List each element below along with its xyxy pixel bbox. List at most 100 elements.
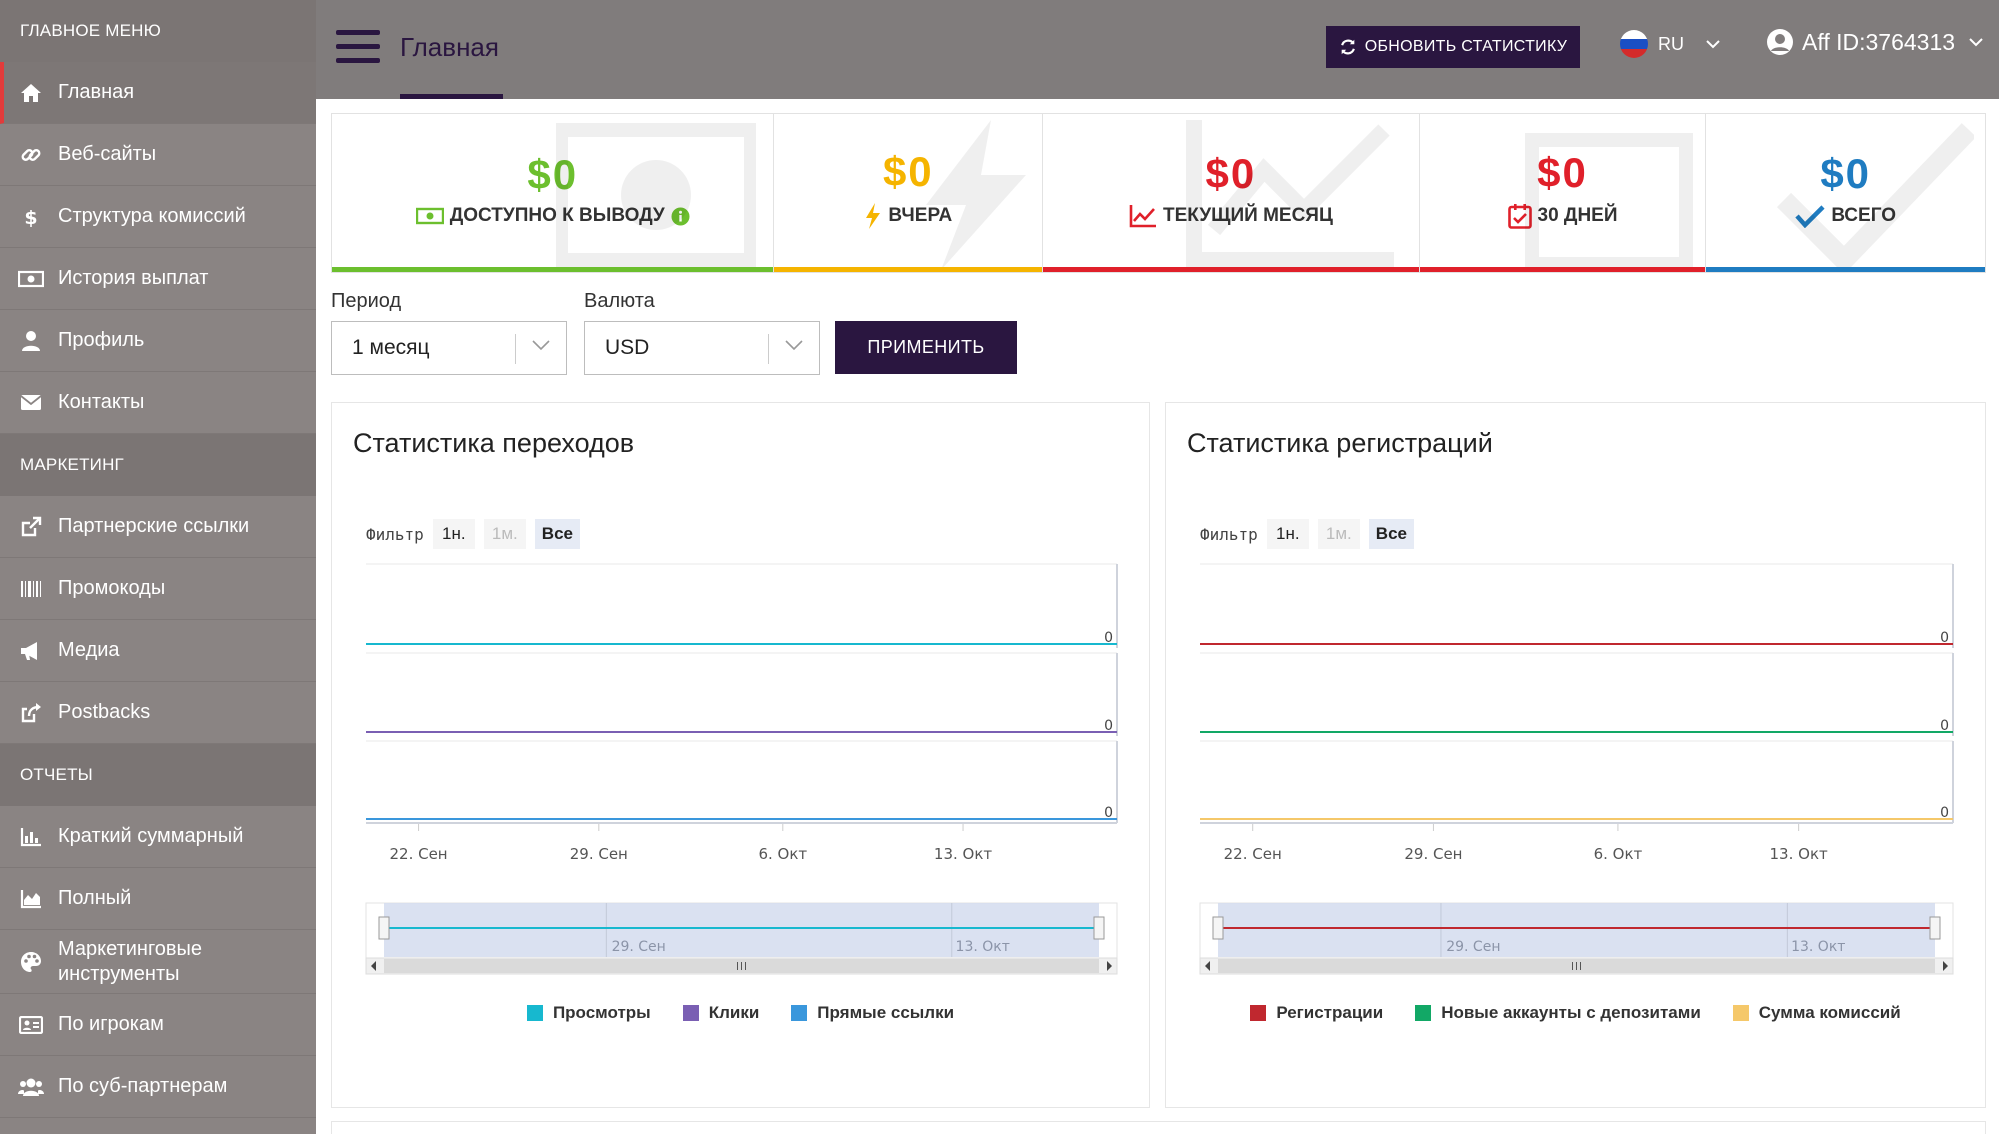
legend-item[interactable]: Новые аккаунты с депозитами <box>1415 1003 1701 1023</box>
legend-swatch <box>682 1005 699 1021</box>
sidebar-item-label: Краткий суммарный <box>58 825 244 847</box>
menu-toggle-icon[interactable] <box>336 30 380 66</box>
navigator[interactable]: 29. Сен 13. Окт <box>365 902 1118 960</box>
legend-label: Просмотры <box>552 1003 651 1022</box>
user-icon <box>18 328 44 354</box>
sidebar-item[interactable]: По суб-партнерам <box>0 1056 316 1118</box>
sidebar-item[interactable]: Главная <box>0 62 316 124</box>
line-chart: 0 0 0 22. Сен 29. Сен 6. Окт 13. Окт 29. Сен 13.… <box>1199 563 1954 975</box>
sidebar-item[interactable]: Краткий суммарный <box>0 806 316 868</box>
refresh-stats-button[interactable]: ОБНОВИТЬ СТАТИСТИКУ <box>1326 26 1580 68</box>
line-chart: 0 0 0 22. Сен 29. Сен 6. Окт 13. Окт 29. Сен 13.… <box>365 563 1118 975</box>
x-tick-label: 6. Окт <box>1594 845 1643 863</box>
stat-card: $0 30 ДНЕЙ <box>1419 114 1707 272</box>
legend-label: Регистрации <box>1276 1003 1384 1022</box>
scroll-right-icon[interactable] <box>1107 961 1112 971</box>
legend-item[interactable]: Прямые ссылки <box>791 1003 954 1023</box>
id-card-icon <box>18 1012 44 1038</box>
navigator-handle[interactable] <box>378 916 390 940</box>
stat-label-row: ТЕКУЩИЙ МЕСЯЦ <box>1129 204 1333 228</box>
axis-value-label: 0 <box>1940 805 1949 821</box>
language-selector[interactable]: RU <box>1620 30 1720 58</box>
sidebar-item[interactable]: По игрокам <box>0 994 316 1056</box>
sidebar-item[interactable]: Медиа <box>0 620 316 682</box>
x-tick-label: 22. Сен <box>389 845 447 863</box>
axis-value-label: 0 <box>1104 805 1113 821</box>
navigator-handle[interactable] <box>1212 916 1224 940</box>
stat-background-icon <box>1774 120 1977 272</box>
navigator-tick-label: 13. Окт <box>956 939 1010 955</box>
chevron-down-icon <box>1969 37 1983 47</box>
currency-select[interactable]: USD <box>584 321 820 375</box>
sidebar-item[interactable]: Профиль <box>0 310 316 372</box>
sidebar-item[interactable]: $ Структура комиссий <box>0 186 316 248</box>
sidebar-item[interactable]: Промокоды <box>0 558 316 620</box>
stat-label: ТЕКУЩИЙ МЕСЯЦ <box>1162 205 1333 226</box>
range-filter: Фильтр 1н. 1м. Все <box>366 519 580 549</box>
filter-button[interactable]: Все <box>534 519 580 549</box>
navigator-mask[interactable] <box>384 903 1099 957</box>
sidebar-item[interactable]: История выплат <box>0 248 316 310</box>
filter-button[interactable]: Все <box>1368 519 1414 549</box>
scrollbar[interactable] <box>1199 957 1954 975</box>
navigator-handle[interactable] <box>1929 916 1941 940</box>
legend-item[interactable]: Сумма комиссий <box>1732 1003 1901 1023</box>
range-filter: Фильтр 1н. 1м. Все <box>1200 519 1414 549</box>
sidebar-item[interactable]: Партнерские ссылки <box>0 496 316 558</box>
account-menu[interactable]: Aff ID:3764313 <box>1766 28 1983 56</box>
navigator-tick-label: 13. Окт <box>1791 939 1845 955</box>
sidebar-item-label: Контакты <box>58 391 145 413</box>
apply-button[interactable]: ПРИМЕНИТЬ <box>835 321 1017 374</box>
navigator[interactable]: 29. Сен 13. Окт <box>1199 902 1954 960</box>
stat-card: $0 ВЧЕРА <box>774 114 1044 272</box>
chart-legend: Просмотры Клики Прямые ссылки <box>332 1003 1149 1023</box>
bolt-icon <box>864 202 882 230</box>
stat-background-icon <box>921 120 1031 272</box>
stat-label-row: ВСЕГО <box>1795 204 1896 228</box>
transitions-chart-panel: Статистика переходов Фильтр 1н. 1м. Все 0 0 0 22… <box>331 402 1150 1108</box>
legend-item[interactable]: Клики <box>682 1003 759 1023</box>
scroll-right-icon[interactable] <box>1943 961 1948 971</box>
sidebar-item-label: Главная <box>58 81 135 103</box>
account-id: Aff ID:3764313 <box>1802 28 1956 55</box>
sidebar-item[interactable]: Полный <box>0 868 316 930</box>
scroll-left-icon[interactable] <box>371 961 376 971</box>
legend-label: Новые аккаунты с депозитами <box>1441 1003 1701 1022</box>
stat-color-bar <box>1043 267 1419 272</box>
axis-value-label: 0 <box>1104 630 1113 646</box>
filter-button[interactable]: 1н. <box>432 519 475 549</box>
navigator-handle[interactable] <box>1093 916 1105 940</box>
period-select[interactable]: 1 месяц <box>331 321 567 375</box>
x-tick-label: 13. Окт <box>1770 845 1828 863</box>
stat-value: $0 <box>1820 150 1872 197</box>
envelope-icon <box>18 390 44 416</box>
sidebar-item[interactable]: Маркетинговые инструменты <box>0 930 316 994</box>
filter-button[interactable]: 1н. <box>1266 519 1309 549</box>
stats-summary: $0 ДОСТУПНО К ВЫВОДУ $0 ВЧЕРА $0 ТЕКУЩИЙ… <box>331 113 1986 273</box>
scroll-left-icon[interactable] <box>1205 961 1210 971</box>
x-tick-label: 13. Окт <box>934 845 992 863</box>
sidebar-item-label: Postbacks <box>58 701 151 723</box>
language-code: RU <box>1658 33 1684 54</box>
sidebar-item-label: Структура комиссий <box>58 205 246 227</box>
scrollbar[interactable] <box>365 957 1118 975</box>
sidebar-item-label: Маркетинговые инструменты <box>58 937 203 985</box>
navigator-mask[interactable] <box>1218 903 1935 957</box>
info-icon[interactable] <box>671 207 690 226</box>
top-bar: Главная ОБНОВИТЬ СТАТИСТИКУ RU Aff ID:37… <box>316 0 1999 99</box>
sidebar: ГЛАВНОЕ МЕНЮ Главная Веб-сайты $ Структура к… <box>0 0 316 1134</box>
sidebar-item[interactable]: Контакты <box>0 372 316 434</box>
legend-item[interactable]: Регистрации <box>1250 1003 1383 1023</box>
legend-swatch <box>1250 1005 1267 1021</box>
line-chart-icon <box>1129 204 1157 228</box>
barcode-icon <box>18 576 44 602</box>
legend-item[interactable]: Просмотры <box>526 1003 651 1023</box>
sidebar-item[interactable]: Веб-сайты <box>0 124 316 186</box>
stat-label: ВЧЕРА <box>888 205 953 226</box>
currency-value: USD <box>605 336 650 359</box>
filter-label: Фильтр <box>1200 524 1258 544</box>
legend-label: Прямые ссылки <box>817 1003 955 1022</box>
sidebar-item[interactable]: Postbacks <box>0 682 316 744</box>
home-icon <box>18 80 44 106</box>
area-chart-icon <box>18 886 44 912</box>
